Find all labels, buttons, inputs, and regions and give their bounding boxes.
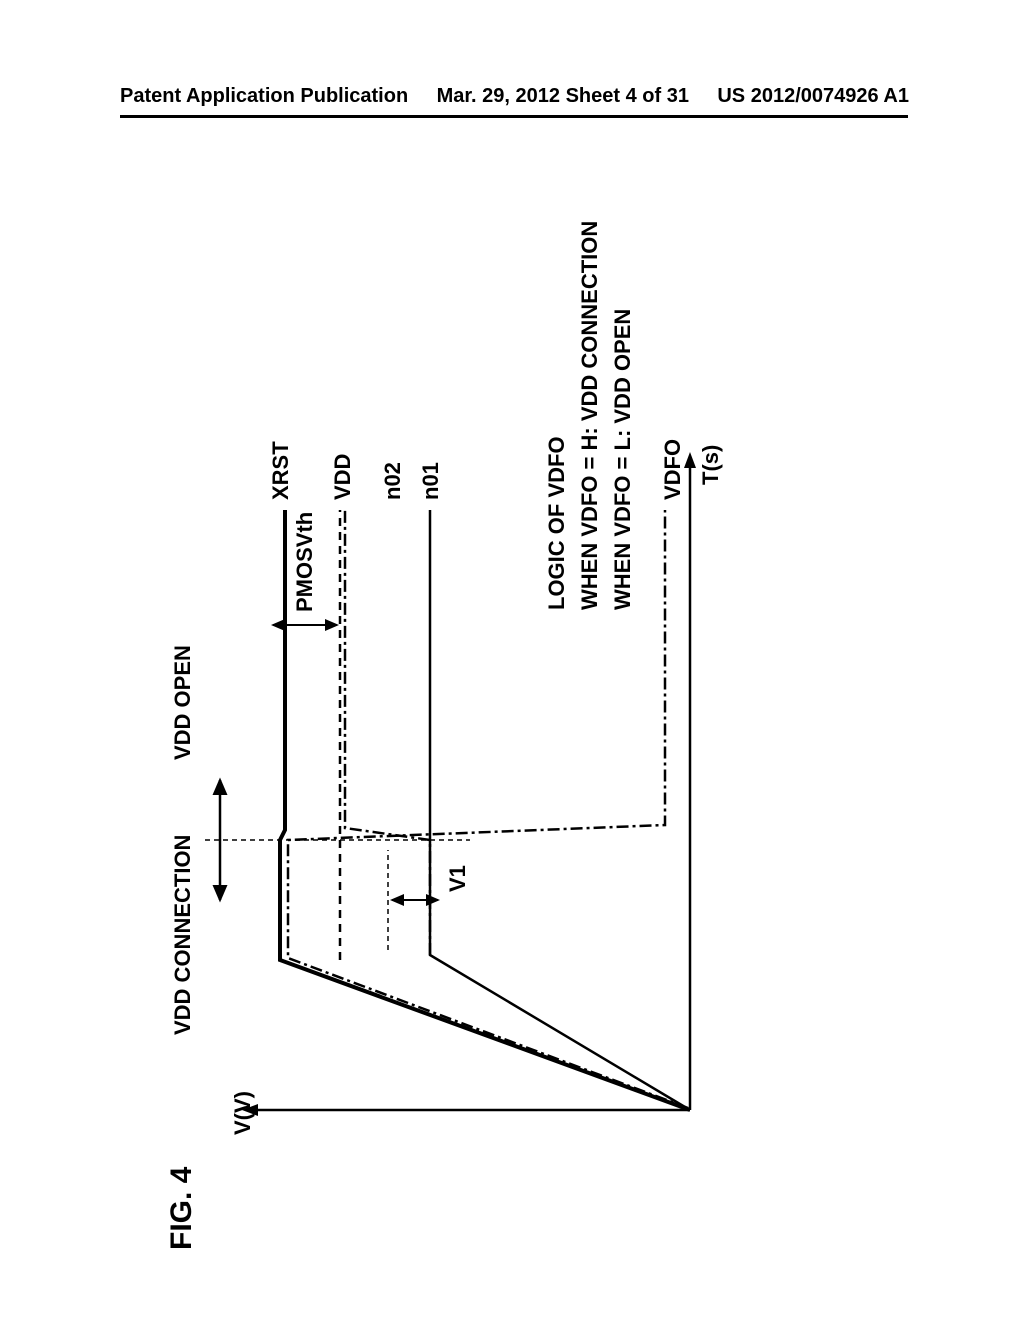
x-axis-label: T(s) [698,445,724,485]
page-header: Patent Application Publication Mar. 29, … [0,85,1024,108]
logic-block: LOGIC OF VDFO WHEN VDFO = H: VDD CONNECT… [540,221,639,610]
header-left: Patent Application Publication [120,85,408,108]
vdd-label: VDD [330,454,356,500]
logic-title: LOGIC OF VDFO [540,221,573,610]
header-right: US 2012/0074926 A1 [717,85,909,108]
n02-label: n02 [380,462,406,500]
chart-svg [170,190,890,1150]
n01-label: n01 [418,462,444,500]
xrst-label: XRST [268,441,294,500]
header-center: Mar. 29, 2012 Sheet 4 of 31 [437,85,689,108]
logic-line2: WHEN VDFO = L: VDD OPEN [606,221,639,610]
pmosvth-label: PMOSVth [292,512,318,612]
vdfo-label: VDFO [660,439,686,500]
y-axis-label: V(V) [230,1091,256,1135]
v1-label: V1 [445,865,471,892]
figure-content: VDD CONNECTION VDD OPEN [170,190,890,1150]
logic-line1: WHEN VDFO = H: VDD CONNECTION [573,221,606,610]
header-rule [120,115,908,118]
signal-n02 [345,510,430,955]
figure-label: FIG. 4 [165,1167,199,1250]
